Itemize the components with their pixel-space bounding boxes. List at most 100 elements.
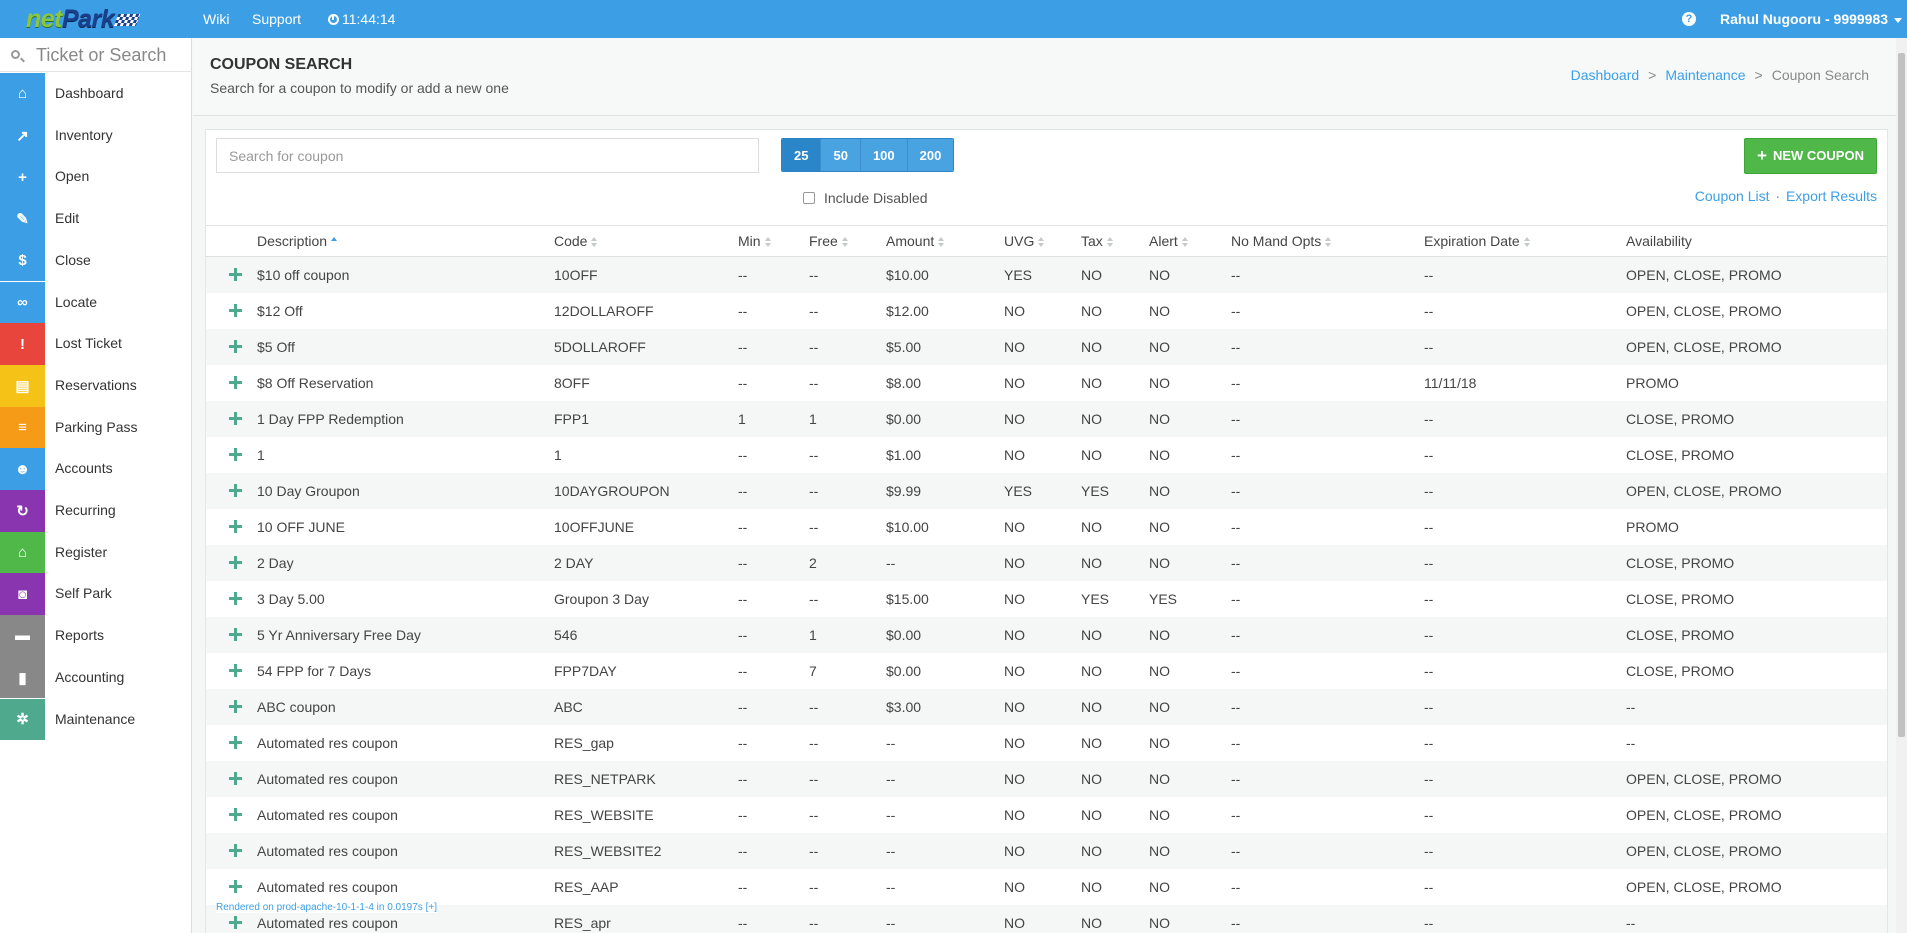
expand-row-icon[interactable]	[229, 520, 242, 533]
sort-icon	[841, 237, 848, 248]
sidebar-item-locate[interactable]: ∞ Locate	[0, 281, 192, 324]
expand-row-icon[interactable]	[229, 340, 242, 353]
sidebar-item-reports[interactable]: ▬ Reports	[0, 615, 192, 657]
page-size-50-button[interactable]: 50	[821, 139, 861, 171]
expand-row-icon[interactable]	[229, 556, 242, 569]
column-header-no-mand-opts[interactable]: No Mand Opts	[1231, 226, 1332, 257]
table-row[interactable]: 5 Yr Anniversary Free Day 546 -- 1 $0.00 NO NO…	[206, 617, 1887, 653]
bar-chart-icon: ▮	[0, 656, 45, 699]
table-row[interactable]: 1 1 -- -- $1.00 NO NO NO -- -- CLOSE, PROMO	[206, 437, 1887, 473]
table-row[interactable]: ABC coupon ABC -- -- $3.00 NO NO NO -- -- --	[206, 689, 1887, 725]
table-row[interactable]: 3 Day 5.00 Groupon 3 Day -- -- $15.00 NO YES YE…	[206, 581, 1887, 617]
table-row[interactable]: 1 Day FPP Redemption FPP1 1 1 $0.00 NO NO NO -- -…	[206, 401, 1887, 437]
column-header-description[interactable]: Description	[257, 226, 338, 257]
expand-row-icon[interactable]	[229, 412, 242, 425]
sidebar-item-open[interactable]: + Open	[0, 156, 192, 199]
table-row[interactable]: Automated res coupon RES_apr -- -- -- NO NO NO -…	[206, 905, 1887, 933]
sidebar-item-inventory[interactable]: ↗ Inventory	[0, 114, 192, 157]
sidebar-item-recurring[interactable]: ↻ Recurring	[0, 490, 192, 532]
cell-uvg: NO	[1004, 807, 1025, 823]
cell-tax: NO	[1081, 375, 1102, 391]
sidebar-item-accounts[interactable]: ☻ Accounts	[0, 448, 192, 490]
table-row[interactable]: 10 OFF JUNE 10OFFJUNE -- -- $10.00 NO NO NO -- --…	[206, 509, 1887, 545]
cell-free: --	[809, 267, 819, 283]
sidebar-item-reservations[interactable]: ▤ Reservations	[0, 364, 192, 407]
expand-row-icon[interactable]	[229, 268, 242, 281]
table-row[interactable]: $12 Off 12DOLLAROFF -- -- $12.00 NO NO NO -- -- OP…	[206, 293, 1887, 329]
page-scrollbar[interactable]	[1896, 38, 1907, 933]
column-header-min[interactable]: Min	[738, 226, 771, 257]
expand-row-icon[interactable]	[229, 376, 242, 389]
sidebar-item-lost-ticket[interactable]: ! Lost Ticket	[0, 323, 192, 365]
page-size-25-button[interactable]: 25	[782, 139, 822, 171]
table-row[interactable]: 54 FPP for 7 Days FPP7DAY -- 7 $0.00 NO NO NO --…	[206, 653, 1887, 689]
user-menu[interactable]: Rahul Nugooru - 9999983	[1720, 0, 1903, 38]
sidebar-item-close[interactable]: $ Close	[0, 239, 192, 282]
export-results-link[interactable]: Export Results	[1785, 188, 1877, 204]
expand-row-icon[interactable]	[229, 700, 242, 713]
coupon-list-link[interactable]: Coupon List	[1694, 188, 1770, 204]
netpark-logo[interactable]: netPark	[26, 5, 141, 34]
cell-code: RES_apr	[554, 915, 611, 931]
sidebar-item-dashboard[interactable]: ⌂ Dashboard	[0, 73, 192, 115]
column-header-tax[interactable]: Tax	[1081, 226, 1113, 257]
expand-row-icon[interactable]	[229, 448, 242, 461]
page-size-200-button[interactable]: 200	[907, 139, 954, 171]
column-header-code[interactable]: Code	[554, 226, 598, 257]
sort-icon	[1325, 237, 1332, 248]
expand-row-icon[interactable]	[229, 304, 242, 317]
breadcrumb-maintenance[interactable]: Maintenance	[1665, 67, 1746, 83]
column-header-uvg[interactable]: UVG	[1004, 226, 1045, 257]
page-size-100-button[interactable]: 100	[860, 139, 908, 171]
table-row[interactable]: 2 Day 2 DAY -- 2 -- NO NO NO -- -- CLOSE, PROMO	[206, 545, 1887, 581]
expand-row-icon[interactable]	[229, 880, 242, 893]
cell-expiration-date: --	[1424, 771, 1434, 787]
expand-row-icon[interactable]	[229, 592, 242, 605]
scroll-thumb[interactable]	[1898, 53, 1905, 737]
cell-free: --	[809, 735, 819, 751]
table-row[interactable]: Automated res coupon RES_WEBSITE2 -- -- -- NO…	[206, 833, 1887, 869]
cell-uvg: NO	[1004, 411, 1025, 427]
cell-free: 7	[809, 663, 817, 679]
sidebar-item-register[interactable]: ⌂ Register	[0, 531, 192, 574]
render-note[interactable]: Rendered on prod-apache-10-1-1-4 in 0.01…	[216, 902, 437, 913]
sidebar-item-maintenance[interactable]: ✲ Maintenance	[0, 698, 192, 741]
wiki-link[interactable]: Wiki	[203, 11, 230, 27]
expand-row-icon[interactable]	[229, 916, 242, 929]
column-header-expiration-date[interactable]: Expiration Date	[1424, 226, 1530, 257]
sidebar-item-edit[interactable]: ✎ Edit	[0, 198, 192, 240]
column-header-amount[interactable]: Amount	[886, 226, 945, 257]
include-disabled-checkbox[interactable]	[803, 192, 815, 204]
new-coupon-button[interactable]: + NEW COUPON	[1744, 138, 1877, 174]
expand-row-icon[interactable]	[229, 484, 242, 497]
support-link[interactable]: Support	[252, 11, 302, 27]
table-row[interactable]: $5 Off 5DOLLAROFF -- -- $5.00 NO NO NO -- -- OPEN,…	[206, 329, 1887, 365]
refresh-icon: ↻	[0, 490, 45, 532]
table-row[interactable]: 10 Day Groupon 10DAYGROUPON -- -- $9.99 YES YE…	[206, 473, 1887, 509]
table-row[interactable]: $8 Off Reservation 8OFF -- -- $8.00 NO NO NO -- 1…	[206, 365, 1887, 401]
table-row[interactable]: Automated res coupon RES_WEBSITE -- -- -- NO N…	[206, 797, 1887, 833]
expand-row-icon[interactable]	[229, 628, 242, 641]
sidebar-item-self-park[interactable]: ◙ Self Park	[0, 573, 192, 616]
table-row[interactable]: Automated res coupon RES_NETPARK -- -- -- NO N…	[206, 761, 1887, 797]
ticket-search	[0, 38, 192, 72]
cell-no-mand-opts: --	[1231, 411, 1241, 427]
sidebar-item-accounting[interactable]: ▮ Accounting	[0, 656, 192, 699]
ticket-search-input[interactable]	[36, 42, 186, 68]
table-row[interactable]: Automated res coupon RES_AAP -- -- -- NO NO NO -…	[206, 869, 1887, 905]
expand-row-icon[interactable]	[229, 736, 242, 749]
sidebar-item-parking-pass[interactable]: ≡ Parking Pass	[0, 406, 192, 449]
breadcrumb-dashboard[interactable]: Dashboard	[1570, 67, 1640, 83]
include-disabled-toggle[interactable]: Include Disabled	[803, 190, 928, 206]
cell-alert: NO	[1149, 267, 1170, 283]
expand-row-icon[interactable]	[229, 808, 242, 821]
help-icon[interactable]: ?	[1682, 12, 1696, 26]
column-header-alert[interactable]: Alert	[1149, 226, 1188, 257]
column-header-free[interactable]: Free	[809, 226, 848, 257]
expand-row-icon[interactable]	[229, 664, 242, 677]
expand-row-icon[interactable]	[229, 772, 242, 785]
table-row[interactable]: $10 off coupon 10OFF -- -- $10.00 YES NO NO -- --…	[206, 257, 1887, 293]
expand-row-icon[interactable]	[229, 844, 242, 857]
table-row[interactable]: Automated res coupon RES_gap -- -- -- NO NO NO -…	[206, 725, 1887, 761]
coupon-search-input[interactable]	[216, 138, 759, 173]
